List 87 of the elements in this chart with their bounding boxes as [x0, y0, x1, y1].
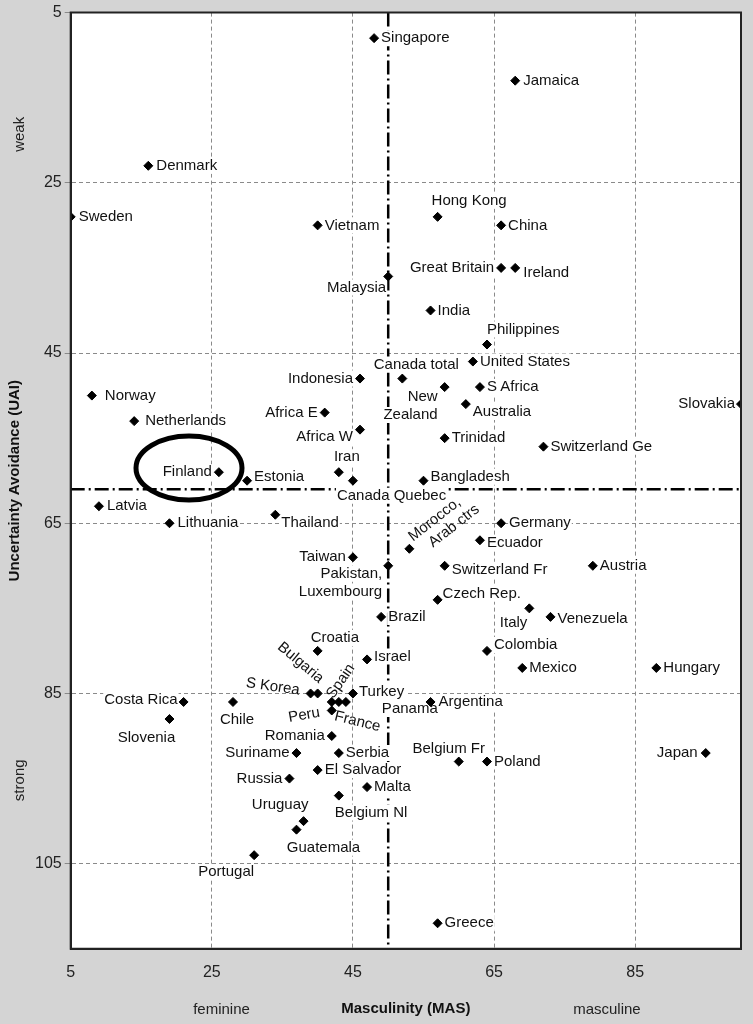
- annotation: Vietnam: [324, 215, 380, 233]
- annotation: Denmark: [156, 155, 218, 173]
- y-tick-label: 45: [43, 343, 62, 361]
- x-tick-label: 65: [485, 962, 504, 980]
- annotation: Ecuador: [486, 533, 543, 551]
- annotation: Malta: [374, 777, 412, 795]
- annotation: Romania: [264, 726, 326, 744]
- text: weak: [10, 116, 28, 153]
- annotation: Singapore: [381, 28, 450, 46]
- annotation: Malaysia: [327, 277, 387, 295]
- annotation: China: [508, 215, 548, 233]
- annotation: El Salvador: [324, 760, 402, 778]
- annotation: Greece: [444, 913, 494, 931]
- annotation: Sweden: [78, 207, 133, 224]
- annotation: France: [333, 706, 383, 735]
- annotation: Taiwan: [299, 547, 346, 565]
- annotation: Peru: [286, 702, 321, 726]
- annotation: Netherlands: [145, 411, 227, 429]
- annotation: Pakistan, Luxembourg: [298, 563, 383, 599]
- annotation: Canada total: [373, 354, 459, 372]
- text: feminine: [193, 1000, 250, 1018]
- annotation: Great Britain: [409, 258, 495, 276]
- annotation: Switzerland Fr: [451, 559, 548, 577]
- annotation: Hong Kong: [431, 191, 507, 208]
- annotation: Costa Rica: [104, 690, 179, 708]
- y-tick-label: 65: [43, 513, 62, 531]
- y-axis-title: Uncertainty Avoidance (UAI): [5, 379, 23, 582]
- annotation: Africa W: [296, 426, 354, 444]
- annotation: Lithuania: [177, 513, 240, 531]
- annotation: S Africa: [486, 377, 540, 395]
- annotation: Guatemala: [286, 837, 361, 855]
- x-tick-label: 45: [344, 962, 362, 980]
- annotation: Iran: [333, 447, 360, 465]
- x-tick-label: 85: [626, 962, 645, 980]
- annotation: Switzerland Ge: [550, 436, 653, 454]
- x-tick-label: 5: [66, 962, 76, 980]
- annotation: Belgium Nl: [334, 802, 408, 820]
- annotation: Argentina: [438, 692, 504, 710]
- annotation: Ireland: [523, 263, 570, 281]
- annotation: Mexico: [529, 658, 577, 676]
- annotation: Japan: [656, 743, 698, 761]
- annotation: Italy: [499, 612, 528, 630]
- annotation: Trinidad: [451, 428, 506, 446]
- annotation: Austria: [599, 555, 648, 573]
- annotation: United States: [479, 351, 570, 369]
- text: masculine: [573, 1000, 641, 1018]
- y-tick-label: 85: [43, 683, 62, 701]
- annotation: Poland: [493, 751, 541, 769]
- y-tick-label: 25: [43, 173, 62, 191]
- annotation: New Zealand: [383, 387, 438, 423]
- annotation: Venezuela: [557, 609, 629, 627]
- annotation: Israel: [374, 646, 411, 664]
- annotation: Colombia: [493, 635, 559, 653]
- annotation: Portugal: [198, 862, 255, 880]
- annotation: Germany: [509, 513, 572, 531]
- annotation: Chile: [219, 710, 255, 728]
- annotation: Russia: [236, 768, 284, 786]
- annotation: Uruguay: [251, 795, 310, 813]
- annotation: Africa E: [265, 402, 318, 420]
- annotation: Slovenia: [117, 728, 176, 746]
- annotation: Slovakia: [678, 394, 736, 412]
- annotation: Norway: [104, 385, 157, 403]
- annotation: Estonia: [254, 466, 305, 484]
- annotation: Finland: [162, 462, 212, 480]
- annotation: Croatia: [310, 628, 360, 646]
- annotation: Belgium Fr: [412, 738, 486, 756]
- x-tick-label: 25: [202, 962, 221, 980]
- annotation: Turkey: [358, 681, 405, 699]
- annotation: Brazil: [388, 607, 426, 625]
- annotation: Latvia: [106, 496, 148, 514]
- text: strong: [10, 759, 28, 802]
- y-tick-label: 105: [34, 854, 62, 872]
- annotation: Thailand: [281, 512, 339, 530]
- annotation: Philippines: [486, 319, 560, 337]
- annotation: Serbia: [345, 743, 390, 761]
- annotation: Czech Rep.: [442, 583, 521, 601]
- annotation: Panama: [381, 699, 439, 717]
- annotation: India: [437, 300, 471, 318]
- annotation: Canada Quebec: [336, 485, 447, 503]
- annotation: Australia: [472, 402, 532, 420]
- annotation: Suriname: [225, 743, 290, 761]
- annotation: Indonesia: [287, 368, 354, 386]
- annotation: Bangladesh: [430, 466, 510, 484]
- y-tick-label: 5: [52, 3, 62, 21]
- x-axis-title: Masculinity (MAS): [341, 999, 471, 1017]
- annotation: Hungary: [663, 658, 721, 676]
- annotation: Jamaica: [523, 70, 580, 88]
